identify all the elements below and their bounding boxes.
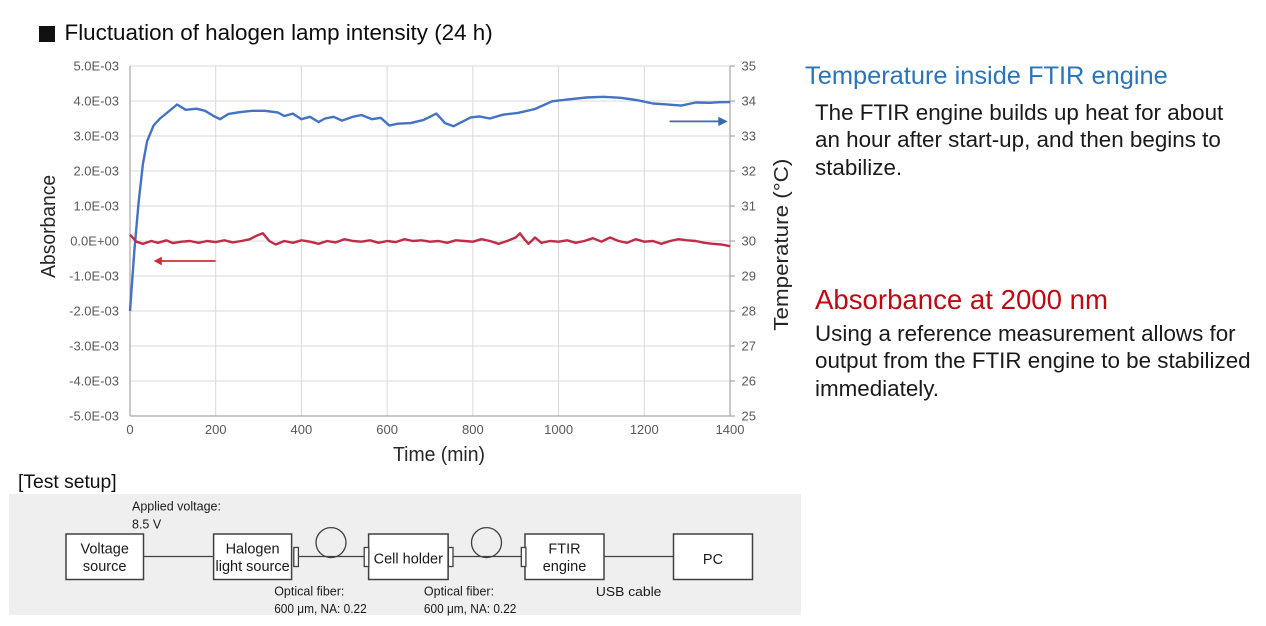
svg-text:35: 35 xyxy=(742,59,756,74)
svg-text:5.0E-03: 5.0E-03 xyxy=(73,59,119,74)
svg-text:33: 33 xyxy=(742,129,756,144)
svg-text:32: 32 xyxy=(742,164,756,179)
svg-text:4.0E-03: 4.0E-03 xyxy=(73,94,119,109)
svg-text:Optical fiber:: Optical fiber: xyxy=(424,585,494,599)
svg-text:0.0E+00: 0.0E+00 xyxy=(70,234,119,249)
svg-text:600 μm, NA: 0.22: 600 μm, NA: 0.22 xyxy=(274,602,367,616)
svg-text:-1.0E-03: -1.0E-03 xyxy=(69,269,119,284)
svg-text:27: 27 xyxy=(742,339,756,354)
svg-text:34: 34 xyxy=(742,94,756,109)
svg-text:30: 30 xyxy=(742,234,756,249)
svg-text:26: 26 xyxy=(742,374,756,389)
svg-text:1.0E-03: 1.0E-03 xyxy=(73,199,119,214)
svg-text:25: 25 xyxy=(742,409,756,424)
svg-text:Optical fiber:: Optical fiber: xyxy=(274,585,344,599)
svg-text:Cell holder: Cell holder xyxy=(374,551,443,567)
svg-text:Halogen: Halogen xyxy=(226,541,280,557)
svg-text:1000: 1000 xyxy=(544,422,573,437)
svg-text:source: source xyxy=(83,559,127,575)
svg-text:400: 400 xyxy=(291,422,313,437)
svg-text:PC: PC xyxy=(703,552,723,568)
svg-text:1200: 1200 xyxy=(630,422,659,437)
svg-text:-2.0E-03: -2.0E-03 xyxy=(69,304,119,319)
svg-text:3.0E-03: 3.0E-03 xyxy=(73,129,119,144)
svg-text:-3.0E-03: -3.0E-03 xyxy=(69,339,119,354)
svg-text:0: 0 xyxy=(126,422,133,437)
svg-text:FTIR: FTIR xyxy=(548,541,580,557)
svg-text:200: 200 xyxy=(205,422,227,437)
svg-text:Voltage: Voltage xyxy=(81,541,129,557)
svg-text:8.5 V: 8.5 V xyxy=(132,518,162,532)
svg-text:Time (min): Time (min) xyxy=(393,443,485,466)
svg-text:-4.0E-03: -4.0E-03 xyxy=(69,374,119,389)
svg-text:29: 29 xyxy=(742,269,756,284)
svg-text:28: 28 xyxy=(742,304,756,319)
svg-text:1400: 1400 xyxy=(716,422,745,437)
svg-text:light source: light source xyxy=(216,559,290,575)
svg-text:600: 600 xyxy=(376,422,398,437)
svg-text:2.0E-03: 2.0E-03 xyxy=(73,164,119,179)
svg-text:800: 800 xyxy=(462,422,484,437)
svg-text:Absorbance: Absorbance xyxy=(37,175,60,278)
svg-text:engine: engine xyxy=(543,559,587,575)
svg-text:Applied voltage:: Applied voltage: xyxy=(132,500,221,514)
svg-text:600 μm, NA: 0.22: 600 μm, NA: 0.22 xyxy=(424,602,517,616)
svg-text:Temperature (°C): Temperature (°C) xyxy=(770,159,793,331)
svg-text:USB cable: USB cable xyxy=(596,585,662,599)
svg-text:-5.0E-03: -5.0E-03 xyxy=(69,409,119,424)
svg-text:31: 31 xyxy=(742,199,756,214)
